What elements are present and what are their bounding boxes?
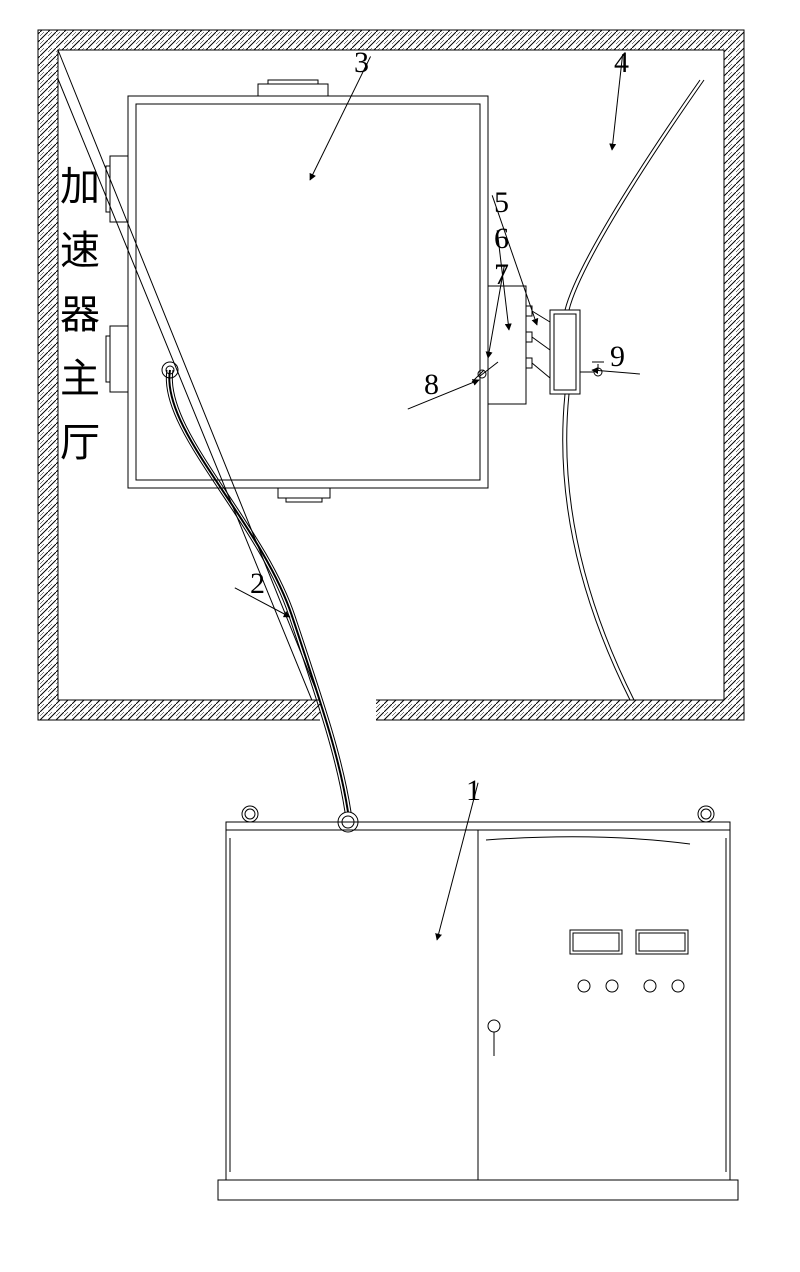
callout-number: 2 <box>250 567 265 600</box>
callout-number: 1 <box>466 774 481 807</box>
room-label-char: 速 <box>60 228 100 273</box>
room-label-char: 主 <box>60 356 100 401</box>
callout-number: 9 <box>610 340 625 373</box>
callout-number: 6 <box>494 222 509 255</box>
callout-number: 7 <box>494 258 509 291</box>
callout-number: 8 <box>424 368 439 401</box>
callout-leader <box>408 380 479 409</box>
room-label-char: 器 <box>60 292 100 337</box>
room-label-char: 加 <box>60 164 100 209</box>
callout-number: 5 <box>494 186 509 219</box>
callout-number: 3 <box>354 46 369 79</box>
callout-number: 4 <box>614 46 629 79</box>
room-label-char: 厅 <box>60 420 100 465</box>
